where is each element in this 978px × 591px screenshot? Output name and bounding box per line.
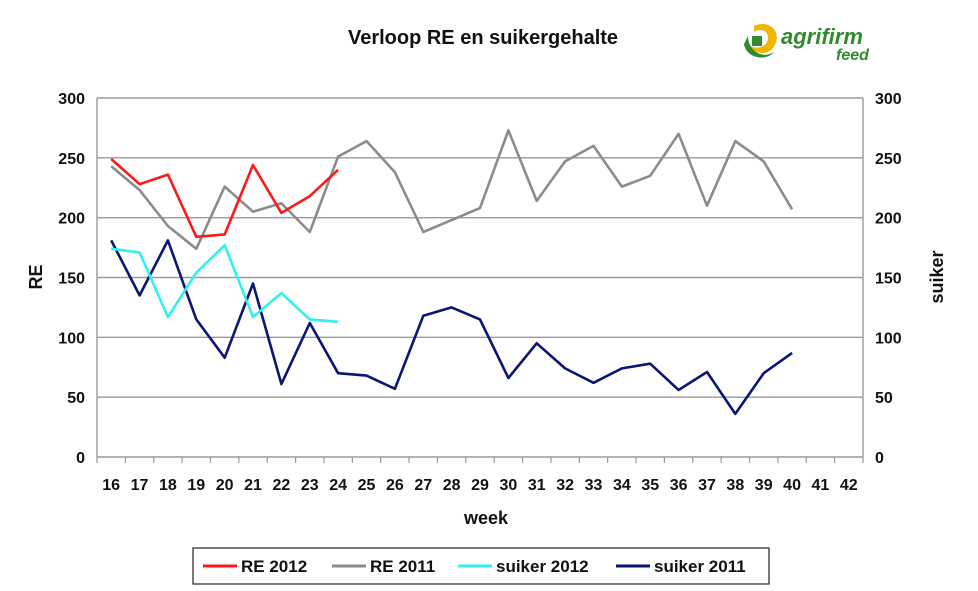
y-tick-label: 50 [67,390,85,407]
x-tick-label: 28 [443,477,461,494]
x-tick-label: 17 [131,477,149,494]
y2-tick-label: 0 [875,450,884,467]
x-tick-label: 33 [585,477,603,494]
x-tick-label: 18 [159,477,177,494]
y-axis-left: 0 50 100 150 200 250 300 [58,91,85,467]
y-tick-label: 150 [58,271,85,288]
x-tick-label: 32 [556,477,574,494]
grid [96,97,864,463]
y2-tick-label: 100 [875,330,902,347]
x-axis: 16 17 18 19 20 21 22 23 24 25 26 27 28 29 30 31 32 33 34 35… [102,477,858,494]
y-axis-right: 0 50 100 150 200 250 300 [875,91,902,467]
x-tick-label: 22 [273,477,291,494]
legend-label: suiker 2011 [654,557,746,576]
x-tick-label: 29 [471,477,489,494]
y2-tick-label: 200 [875,211,902,228]
series-line [110,129,794,251]
x-tick-label: 39 [755,477,773,494]
legend-label: RE 2011 [370,557,435,576]
y2-tick-label: 150 [875,271,902,288]
logo-sub: feed [836,47,870,64]
x-tick-label: 16 [102,477,120,494]
x-tick-label: 40 [783,477,801,494]
legend: RE 2012 RE 2011 suiker 2012 suiker 2011 [192,547,770,585]
x-tick-label: 20 [216,477,234,494]
x-tick-label: 19 [187,477,205,494]
x-tick-label: 24 [329,477,347,494]
logo-brand: agrifirm [781,24,863,49]
y2-tick-label: 50 [875,390,893,407]
y2-tick-label: 300 [875,91,902,108]
x-tick-label: 35 [641,477,659,494]
y-tick-label: 300 [58,91,85,108]
x-tick-label: 42 [840,477,858,494]
x-tick-label: 30 [499,477,517,494]
y-tick-label: 100 [58,330,85,347]
legend-label: suiker 2012 [496,557,589,576]
x-tick-label: 38 [726,477,744,494]
y-tick-label: 0 [76,450,85,467]
y2-tick-label: 250 [875,151,902,168]
series-line [111,243,339,324]
x-tick-label: 23 [301,477,319,494]
y2-axis-label: suiker [927,250,947,303]
x-axis-label: week [463,508,509,528]
x-tick-label: 25 [358,477,376,494]
series-line [110,239,793,416]
y-tick-label: 200 [58,211,85,228]
x-tick-label: 21 [244,477,262,494]
legend-label: RE 2012 [241,557,307,576]
x-tick-label: 37 [698,477,716,494]
chart-title: Verloop RE en suikergehalte [348,27,618,49]
y-tick-label: 250 [58,151,85,168]
x-tick-label: 36 [670,477,688,494]
series-lines [110,129,794,416]
x-tick-label: 27 [414,477,432,494]
x-tick-label: 26 [386,477,404,494]
x-tick-label: 31 [528,477,546,494]
x-tick-label: 41 [812,477,830,494]
y-axis-label: RE [26,264,46,289]
x-tick-label: 34 [613,477,631,494]
series-line [110,158,339,239]
agrifirm-logo: agrifirm feed [744,23,870,64]
